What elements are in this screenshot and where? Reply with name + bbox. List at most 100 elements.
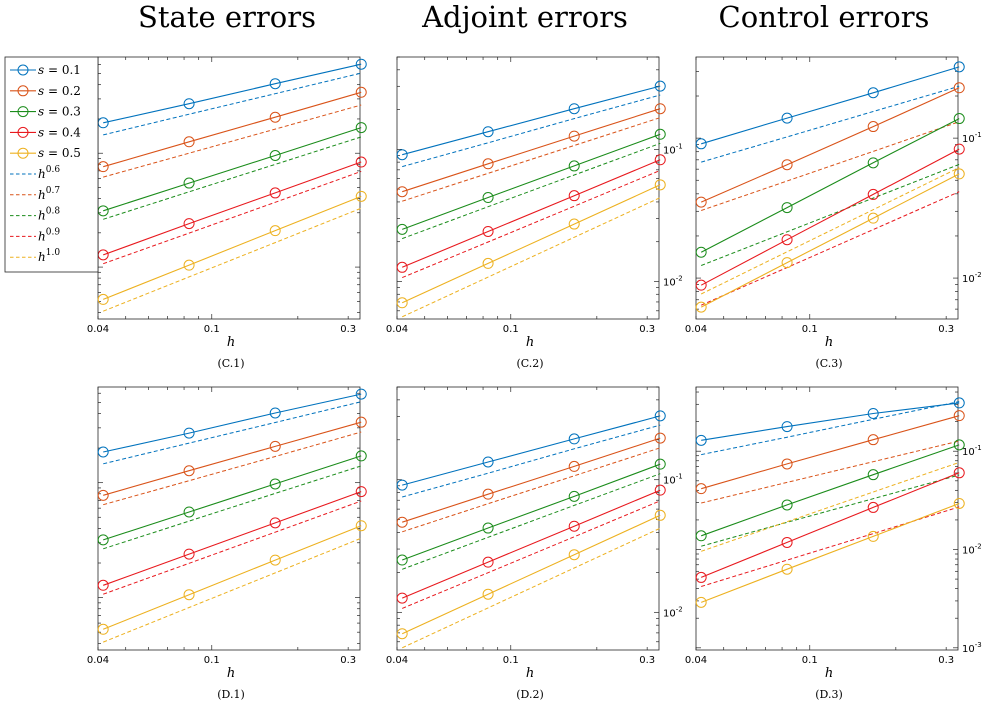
series-line xyxy=(103,161,362,256)
y-tick-label: 10-3 xyxy=(962,641,982,655)
data-point xyxy=(269,407,281,419)
reference-line xyxy=(701,474,960,547)
reference-line xyxy=(402,169,661,279)
data-point xyxy=(953,439,965,451)
data-point xyxy=(183,427,195,439)
series-line xyxy=(402,463,661,561)
data-point xyxy=(781,257,793,269)
data-point xyxy=(695,483,707,495)
series-3 xyxy=(695,439,965,547)
data-point xyxy=(396,297,408,309)
data-point xyxy=(568,130,580,142)
data-point xyxy=(953,497,965,509)
legend-entry-9: h0.9 xyxy=(10,227,60,243)
data-point xyxy=(695,279,707,291)
series-line xyxy=(103,421,362,496)
y-tick-label: 10-2 xyxy=(663,605,683,619)
series-1 xyxy=(97,58,367,136)
data-point xyxy=(867,212,879,224)
series-line xyxy=(401,514,661,635)
data-point xyxy=(269,517,281,529)
reference-line xyxy=(701,401,960,456)
reference-line xyxy=(103,537,362,643)
series-line xyxy=(701,444,960,537)
data-point xyxy=(953,61,965,73)
data-point xyxy=(183,136,195,148)
series-3 xyxy=(97,122,367,220)
reference-line xyxy=(700,167,960,295)
data-point xyxy=(97,489,109,501)
data-point xyxy=(97,579,109,591)
panels: 0.04 0.1 0.3 h (C.1) 0.04 0.1 0.3 10-2 10-1 h (C.2)… xyxy=(87,56,982,701)
legend-marker-swatch xyxy=(17,126,29,138)
reference-line xyxy=(103,431,362,506)
x-tick-label: 0.3 xyxy=(938,324,954,335)
legend-label: s = 0.3 xyxy=(38,105,81,119)
series-4 xyxy=(396,484,666,609)
data-point xyxy=(396,592,408,604)
data-point xyxy=(568,490,580,502)
y-tick-label: 10-1 xyxy=(663,473,683,487)
series-line xyxy=(103,127,362,212)
data-point xyxy=(97,293,109,305)
series-line xyxy=(103,63,362,124)
data-point xyxy=(654,484,666,496)
data-point xyxy=(695,530,707,542)
data-point xyxy=(867,530,879,542)
data-point xyxy=(269,440,281,452)
series-line xyxy=(701,415,960,490)
legend-entry-5: s = 0.5 xyxy=(10,146,81,160)
series-line xyxy=(102,525,362,630)
y-minor-ticks xyxy=(396,56,659,319)
legend-marker-swatch xyxy=(17,106,29,118)
panel-6: 0.04 0.1 0.3 10-3 10-2 10-1 h (D.3) xyxy=(685,386,982,701)
data-point xyxy=(695,434,707,446)
legend-entry-1: s = 0.1 xyxy=(10,63,81,77)
panel-caption: (D.2) xyxy=(516,688,544,701)
series-line xyxy=(402,437,661,523)
series-line xyxy=(103,455,362,541)
data-point xyxy=(355,58,367,70)
data-point xyxy=(269,554,281,566)
data-point xyxy=(867,188,879,200)
axes-box xyxy=(97,386,361,651)
series-1 xyxy=(695,61,965,163)
x-tick-label: 0.3 xyxy=(340,655,356,666)
reference-line xyxy=(402,142,661,240)
reference-line xyxy=(701,85,960,163)
series-4 xyxy=(97,156,367,265)
data-point xyxy=(781,458,793,470)
x-tick-label: 0.04 xyxy=(87,324,109,335)
legend-entry-3: s = 0.3 xyxy=(10,105,81,119)
legend-label: h0.6 xyxy=(38,165,60,181)
series-line xyxy=(700,472,960,578)
series-1 xyxy=(97,388,367,465)
data-point xyxy=(355,156,367,168)
series-line xyxy=(102,195,362,300)
legend-label: h0.9 xyxy=(38,227,60,243)
data-point xyxy=(183,506,195,518)
series-line xyxy=(103,91,362,168)
panel-caption: (C.2) xyxy=(516,357,543,370)
legend-label: s = 0.5 xyxy=(38,146,81,160)
data-point xyxy=(568,520,580,532)
legend-label: s = 0.1 xyxy=(38,63,81,77)
reference-line xyxy=(103,207,362,312)
axes-box xyxy=(396,56,660,320)
legend-entry-7: h0.7 xyxy=(10,186,60,202)
series-2 xyxy=(396,432,666,533)
series-line xyxy=(103,491,362,586)
data-point xyxy=(568,190,580,202)
series-line xyxy=(701,402,960,441)
data-point xyxy=(396,628,408,640)
data-point xyxy=(482,488,494,500)
panel-caption: (C.1) xyxy=(217,357,244,370)
data-point xyxy=(97,446,109,458)
data-point xyxy=(482,257,494,269)
data-point xyxy=(355,486,367,498)
data-point xyxy=(183,259,195,271)
x-axis-label: h xyxy=(825,335,833,350)
y-tick-label: 10-2 xyxy=(962,271,982,285)
data-point xyxy=(269,225,281,237)
